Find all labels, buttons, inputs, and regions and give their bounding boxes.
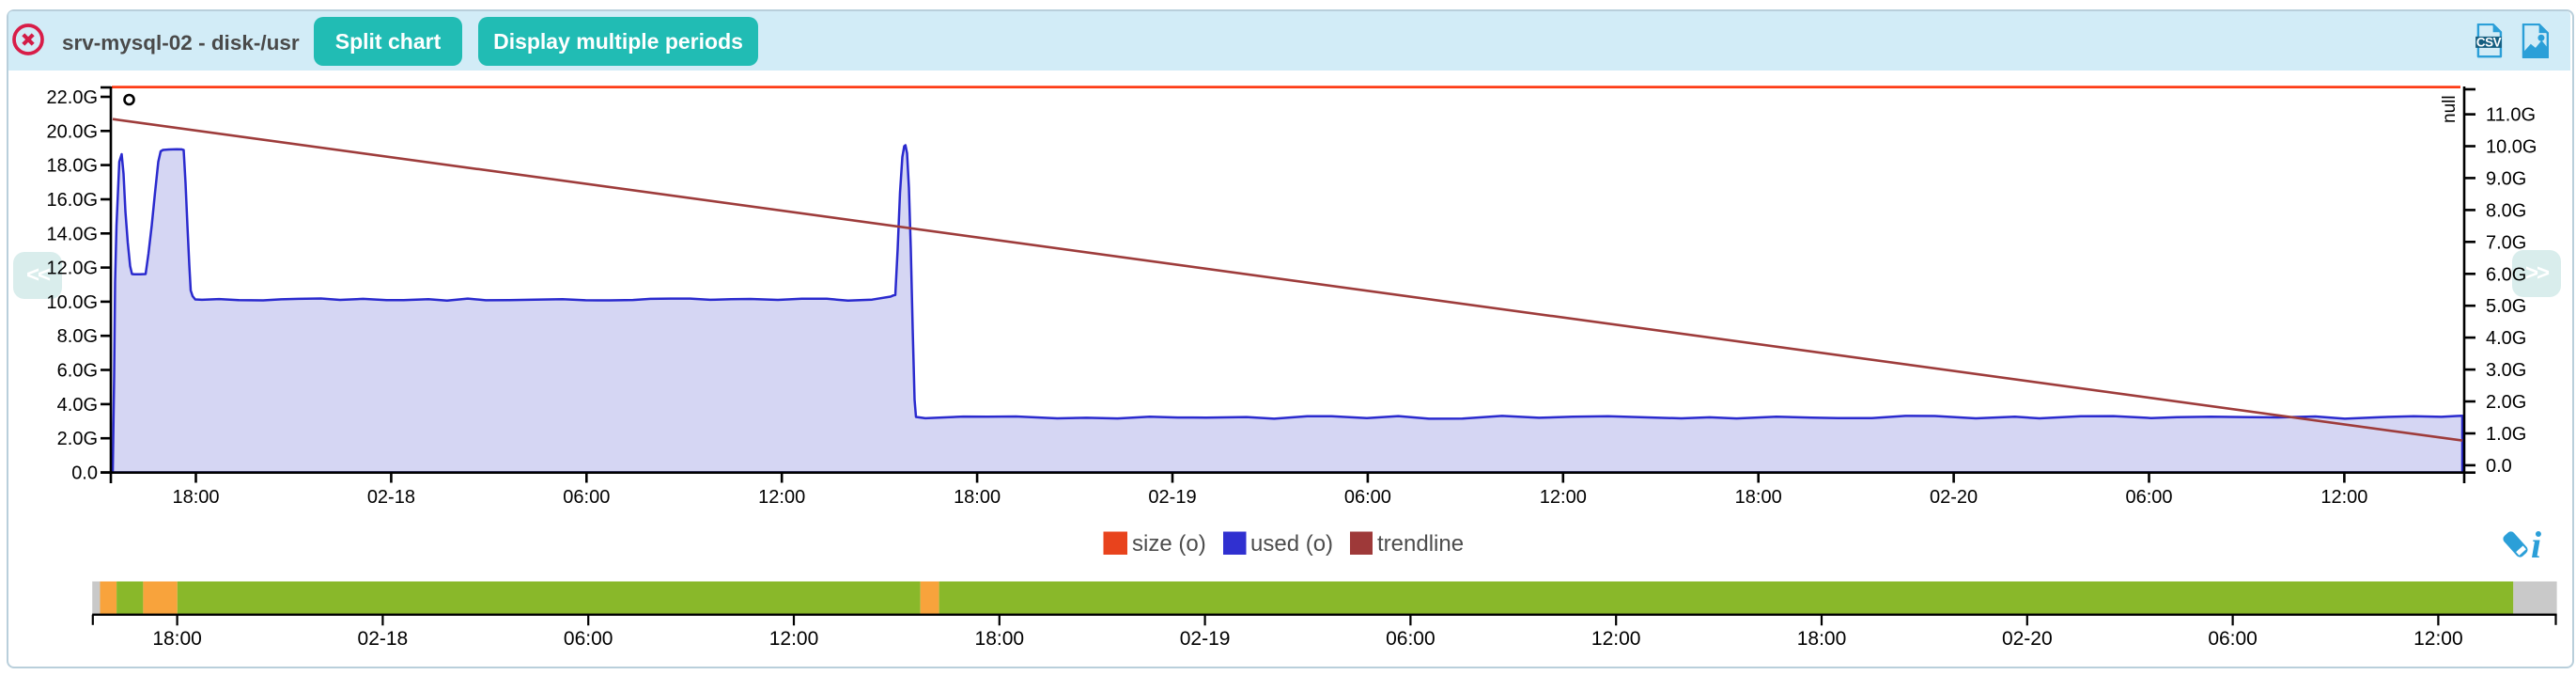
svg-text:12:00: 12:00 xyxy=(1591,628,1641,650)
svg-text:02-18: 02-18 xyxy=(367,487,415,508)
svg-text:8.0G: 8.0G xyxy=(57,326,98,347)
svg-text:4.0G: 4.0G xyxy=(2486,328,2526,349)
svg-text:22.0G: 22.0G xyxy=(47,87,98,108)
svg-text:06:00: 06:00 xyxy=(1386,628,1435,650)
svg-text:used (o): used (o) xyxy=(1250,531,1333,557)
svg-text:10.0G: 10.0G xyxy=(47,292,98,313)
svg-text:06:00: 06:00 xyxy=(564,628,613,650)
svg-text:10.0G: 10.0G xyxy=(2486,137,2537,158)
svg-text:06:00: 06:00 xyxy=(1344,487,1391,508)
svg-text:size (o): size (o) xyxy=(1132,531,1206,557)
svg-text:7.0G: 7.0G xyxy=(2486,232,2526,253)
svg-text:0.0: 0.0 xyxy=(71,463,98,484)
svg-text:16.0G: 16.0G xyxy=(47,190,98,211)
svg-text:02-18: 02-18 xyxy=(358,628,409,650)
svg-text:3.0G: 3.0G xyxy=(2486,360,2526,381)
svg-text:18:00: 18:00 xyxy=(152,628,202,650)
svg-text:18.0G: 18.0G xyxy=(47,156,98,177)
svg-text:18:00: 18:00 xyxy=(954,487,1001,508)
svg-text:null: null xyxy=(2440,95,2460,123)
svg-text:12:00: 12:00 xyxy=(769,628,819,650)
svg-text:06:00: 06:00 xyxy=(563,487,610,508)
svg-text:trendline: trendline xyxy=(1377,531,1464,557)
svg-text:12:00: 12:00 xyxy=(1540,487,1587,508)
svg-text:0.0: 0.0 xyxy=(2486,456,2512,477)
svg-text:06:00: 06:00 xyxy=(2125,487,2172,508)
svg-text:6.0G: 6.0G xyxy=(2486,264,2526,285)
svg-text:12:00: 12:00 xyxy=(2320,487,2367,508)
svg-text:12.0G: 12.0G xyxy=(47,259,98,279)
svg-text:18:00: 18:00 xyxy=(1797,628,1847,650)
svg-text:02-20: 02-20 xyxy=(1930,487,1978,508)
svg-text:18:00: 18:00 xyxy=(975,628,1025,650)
svg-text:2.0G: 2.0G xyxy=(2486,392,2526,413)
svg-text:02-19: 02-19 xyxy=(1180,628,1231,650)
svg-text:11.0G: 11.0G xyxy=(2486,105,2536,126)
svg-text:02-20: 02-20 xyxy=(2002,628,2053,650)
svg-text:6.0G: 6.0G xyxy=(57,361,98,382)
svg-text:CSV: CSV xyxy=(2476,36,2502,50)
svg-text:i: i xyxy=(2531,524,2541,566)
svg-text:2.0G: 2.0G xyxy=(57,429,98,449)
svg-text:12:00: 12:00 xyxy=(758,487,805,508)
svg-text:06:00: 06:00 xyxy=(2208,628,2258,650)
svg-text:9.0G: 9.0G xyxy=(2486,168,2526,189)
svg-text:18:00: 18:00 xyxy=(172,487,219,508)
svg-text:18:00: 18:00 xyxy=(1735,487,1782,508)
svg-text:14.0G: 14.0G xyxy=(47,224,98,244)
svg-text:1.0G: 1.0G xyxy=(2486,424,2526,445)
svg-text:4.0G: 4.0G xyxy=(57,395,98,416)
svg-text:02-19: 02-19 xyxy=(1148,487,1196,508)
svg-text:5.0G: 5.0G xyxy=(2486,296,2526,317)
svg-text:8.0G: 8.0G xyxy=(2486,200,2526,221)
svg-text:20.0G: 20.0G xyxy=(47,121,98,142)
svg-text:12:00: 12:00 xyxy=(2413,628,2463,650)
